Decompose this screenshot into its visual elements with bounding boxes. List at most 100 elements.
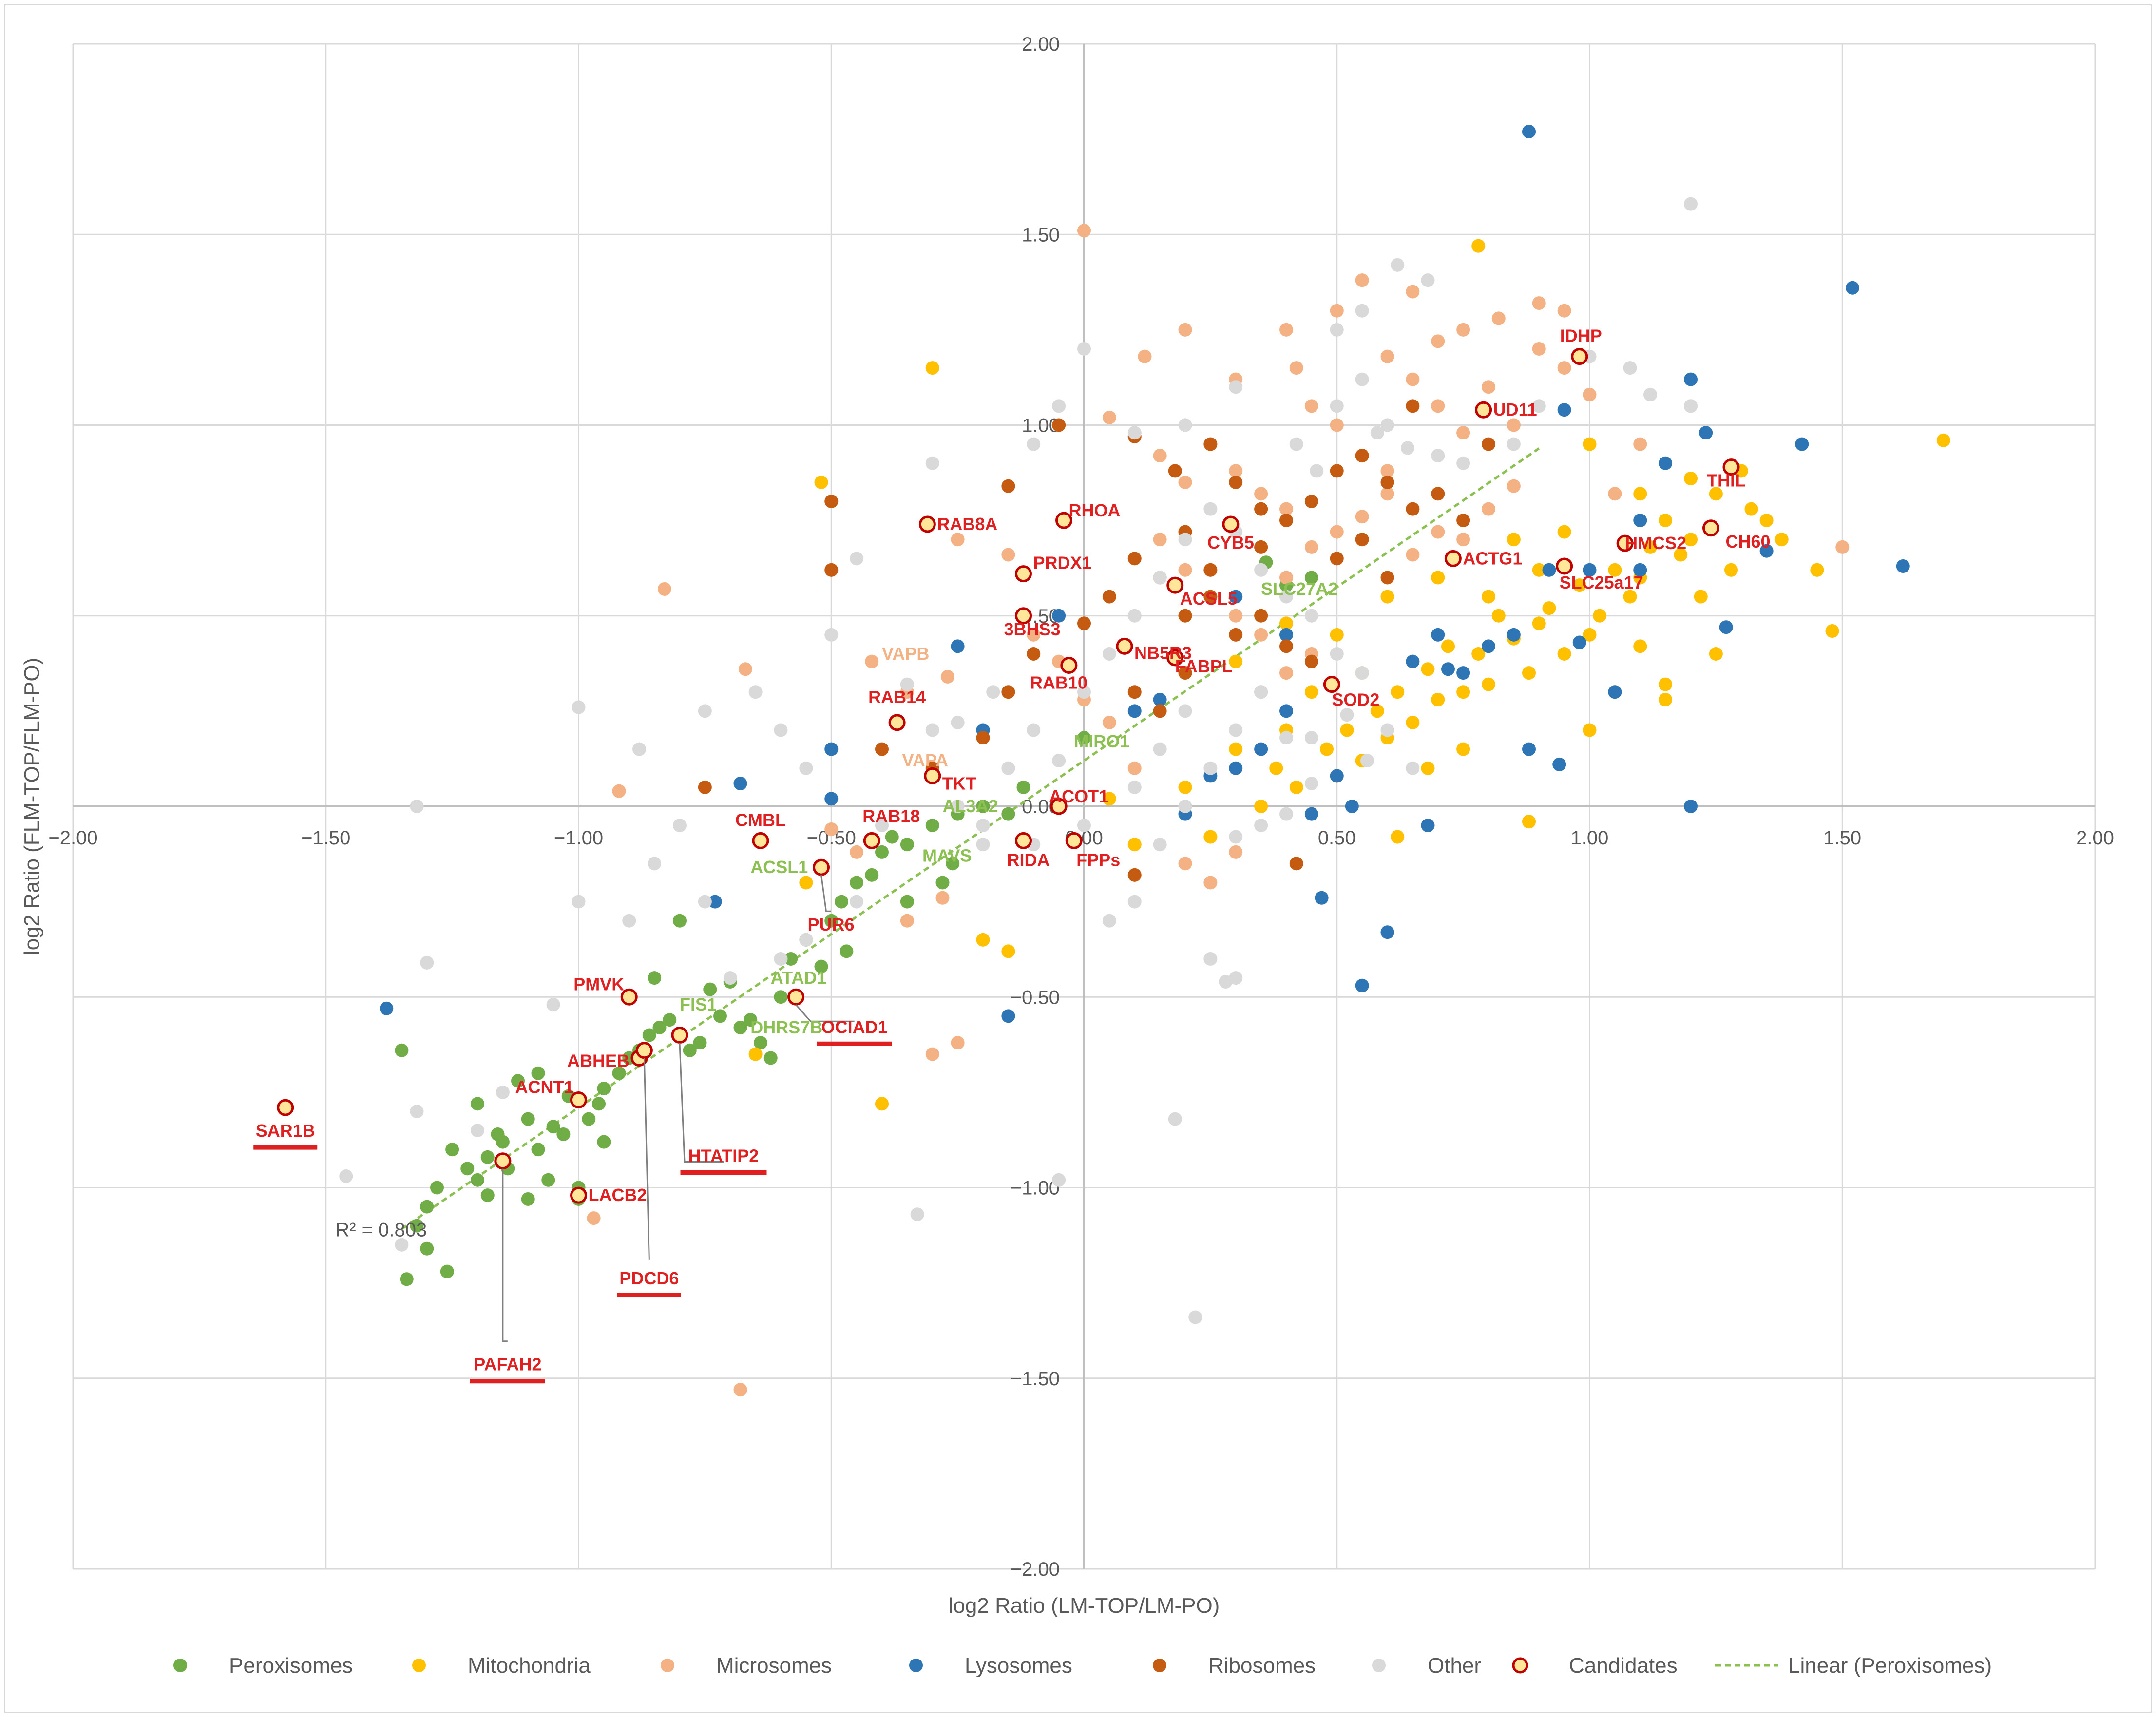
candidate-label: HTATIP2: [688, 1146, 759, 1166]
point-microsomes: [1153, 449, 1167, 463]
point-peroxisomes: [946, 857, 960, 871]
leader-line: [502, 1168, 508, 1342]
point-lysosomes: [1279, 628, 1293, 642]
point-peroxisomes: [754, 1036, 767, 1050]
point-other: [1330, 647, 1344, 661]
point-other: [1406, 761, 1420, 775]
point-mitochondria: [1659, 692, 1673, 706]
point-peroxisomes: [652, 1020, 667, 1034]
point-peroxisomes: [683, 1043, 697, 1057]
point-mitochondria: [1482, 677, 1495, 691]
point-other: [1052, 399, 1066, 413]
legend-marker-mitochondria: [412, 1659, 426, 1672]
point-other: [1623, 361, 1637, 375]
point-mitochondria: [1583, 628, 1597, 642]
point-mitochondria: [1709, 487, 1723, 501]
point-lysosomes: [1482, 639, 1495, 653]
candidate-point: [1166, 576, 1184, 594]
candidate-label: RHOA: [1069, 500, 1121, 520]
point-ribosomes: [824, 495, 839, 508]
point-lysosomes: [1507, 628, 1521, 642]
candidate-label: PAFAH2: [474, 1355, 541, 1374]
point-other: [410, 800, 424, 813]
point-peroxisomes: [1077, 731, 1091, 745]
point-mitochondria: [1254, 800, 1268, 813]
point-ribosomes: [1203, 437, 1218, 451]
point-mitochondria: [1441, 639, 1455, 653]
point-peroxisomes: [531, 1143, 545, 1157]
point-other: [1153, 571, 1167, 585]
point-other: [1203, 952, 1218, 966]
legend-marker-lysosomes: [909, 1659, 923, 1672]
point-peroxisomes: [597, 1082, 611, 1096]
candidate-point: [1050, 798, 1068, 815]
point-peroxisomes: [420, 1200, 434, 1214]
point-other: [1127, 609, 1142, 623]
point-ribosomes: [1229, 628, 1243, 642]
point-mitochondria: [1269, 761, 1283, 775]
point-ribosomes: [1077, 616, 1091, 630]
point-mitochondria: [976, 933, 990, 947]
point-lysosomes: [380, 1001, 394, 1015]
point-microsomes: [1633, 437, 1647, 451]
point-microsomes: [657, 582, 671, 596]
point-other: [1330, 323, 1344, 337]
point-mitochondria: [1406, 715, 1420, 729]
point-other: [1643, 387, 1657, 401]
candidate-point: [635, 1042, 653, 1059]
point-mitochondria: [1102, 792, 1116, 806]
point-other: [698, 895, 712, 909]
point-other: [1370, 426, 1384, 440]
point-mitochondria: [1936, 433, 1950, 447]
point-mitochondria: [1608, 563, 1622, 577]
point-lysosomes: [1153, 692, 1167, 706]
candidate-point: [1722, 458, 1740, 476]
point-mitochondria: [799, 876, 813, 890]
point-mitochondria: [1684, 472, 1698, 486]
point-other: [632, 742, 646, 756]
y-tick-label: −1.50: [1011, 1368, 1060, 1390]
point-lysosomes: [733, 777, 747, 791]
point-microsomes: [951, 533, 965, 547]
point-ribosomes: [976, 731, 990, 745]
candidate-label: RAB8A: [937, 514, 997, 534]
candidate-label: RIDA: [1007, 850, 1050, 870]
point-lysosomes: [1522, 124, 1536, 138]
point-peroxisomes: [1016, 780, 1030, 794]
candidate-point: [918, 515, 936, 533]
point-microsomes: [1153, 533, 1167, 547]
point-microsomes: [1178, 475, 1192, 489]
candidate-point: [1060, 656, 1078, 674]
point-other: [910, 1207, 924, 1221]
point-peroxisomes: [935, 876, 950, 890]
point-other: [1168, 1112, 1182, 1126]
point-mitochondria: [1391, 830, 1405, 844]
point-other: [1355, 666, 1369, 680]
point-other: [496, 1085, 510, 1099]
point-microsomes: [738, 662, 752, 676]
candidate-point: [1571, 348, 1588, 365]
x-tick-label: 1.50: [1823, 827, 1861, 849]
point-peroxisomes: [875, 845, 889, 859]
leader-line: [795, 1004, 855, 1022]
legend-marker-peroxisomes: [173, 1659, 187, 1672]
point-peroxisomes: [648, 971, 662, 985]
point-mitochondria: [1583, 437, 1597, 451]
point-ribosomes: [1289, 857, 1303, 871]
leader-line: [679, 1043, 724, 1163]
point-other: [1229, 971, 1243, 985]
point-microsomes: [1406, 548, 1420, 562]
y-tick-label: 1.50: [1022, 224, 1060, 246]
point-microsomes: [1229, 464, 1243, 478]
legend-label: Lysosomes: [965, 1654, 1072, 1678]
y-tick-label: 2.00: [1022, 34, 1060, 55]
candidate-point: [813, 858, 830, 876]
point-microsomes: [1380, 464, 1394, 478]
point-peroxisomes: [440, 1264, 454, 1278]
point-other: [1304, 731, 1318, 745]
point-other: [986, 685, 1000, 699]
point-mitochondria: [1304, 685, 1318, 699]
point-microsomes: [1456, 533, 1470, 547]
point-microsomes: [1102, 715, 1116, 729]
point-mitochondria: [1532, 563, 1546, 577]
